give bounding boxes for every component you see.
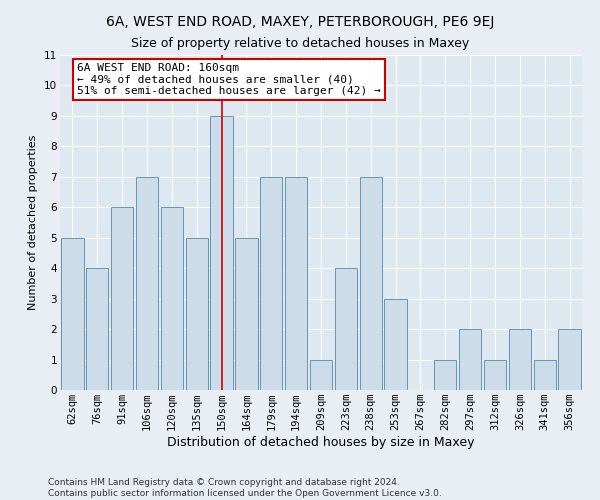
Bar	[185, 238, 208, 390]
Text: 6A, WEST END ROAD, MAXEY, PETERBOROUGH, PE6 9EJ: 6A, WEST END ROAD, MAXEY, PETERBOROUGH, …	[106, 15, 494, 29]
Bar	[359, 177, 382, 390]
Bar	[61, 238, 83, 390]
Bar	[559, 329, 581, 390]
Bar	[385, 298, 407, 390]
Text: Size of property relative to detached houses in Maxey: Size of property relative to detached ho…	[131, 38, 469, 51]
Bar	[509, 329, 531, 390]
Y-axis label: Number of detached properties: Number of detached properties	[28, 135, 38, 310]
Bar	[111, 208, 133, 390]
Bar	[459, 329, 481, 390]
Bar	[434, 360, 457, 390]
Bar	[484, 360, 506, 390]
Bar	[285, 177, 307, 390]
Bar	[211, 116, 233, 390]
Text: 6A WEST END ROAD: 160sqm
← 49% of detached houses are smaller (40)
51% of semi-d: 6A WEST END ROAD: 160sqm ← 49% of detach…	[77, 62, 380, 96]
Text: Contains HM Land Registry data © Crown copyright and database right 2024.
Contai: Contains HM Land Registry data © Crown c…	[48, 478, 442, 498]
Bar	[235, 238, 257, 390]
Bar	[136, 177, 158, 390]
X-axis label: Distribution of detached houses by size in Maxey: Distribution of detached houses by size …	[167, 436, 475, 449]
Bar	[310, 360, 332, 390]
Bar	[533, 360, 556, 390]
Bar	[161, 208, 183, 390]
Bar	[335, 268, 357, 390]
Bar	[86, 268, 109, 390]
Bar	[260, 177, 283, 390]
